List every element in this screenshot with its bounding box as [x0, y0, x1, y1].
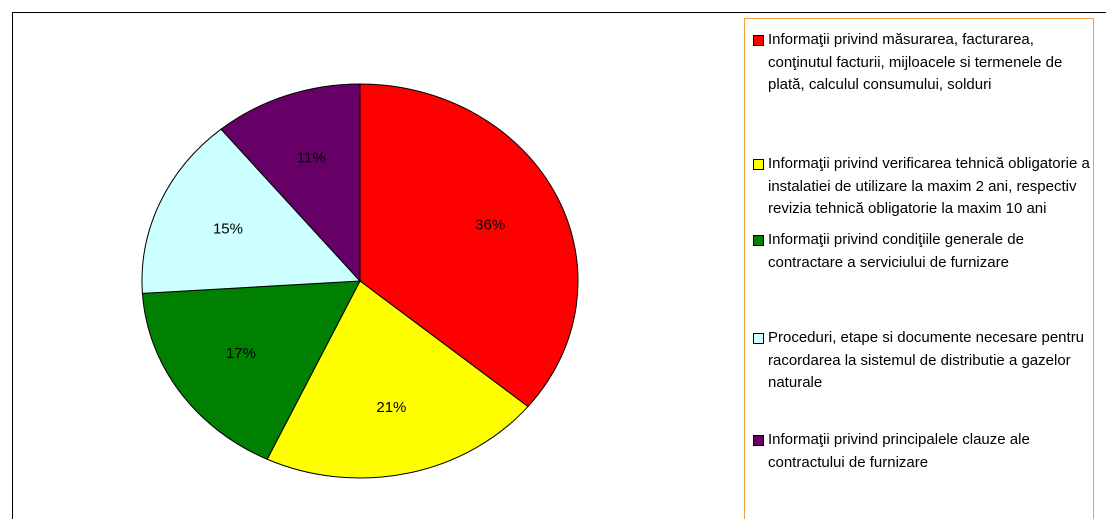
pie-slice: [220, 83, 361, 283]
legend-swatch: [753, 333, 764, 344]
pie-slice: [266, 280, 529, 479]
data-label: 36%: [475, 217, 505, 234]
pie-slice: [141, 280, 361, 460]
data-label: 17%: [226, 345, 256, 362]
legend-item: Informaţii privind condiţiile generale d…: [753, 229, 1091, 274]
legend-item: Informaţii privind măsurarea, facturarea…: [753, 29, 1091, 97]
data-label: 11%: [297, 150, 326, 167]
data-label: 21%: [376, 399, 406, 416]
legend-label: Informaţii privind măsurarea, facturarea…: [768, 31, 1063, 93]
legend-swatch: [753, 435, 764, 446]
legend-item: Informaţii privind principalele clauze a…: [753, 429, 1091, 474]
legend-label: Proceduri, etape si documente necesare p…: [768, 329, 1085, 391]
pie-slice: [359, 83, 579, 408]
legend-swatch: [753, 35, 764, 46]
legend-label: Informaţii privind principalele clauze a…: [768, 431, 1030, 471]
legend-item: Informaţii privind verificarea tehnică o…: [753, 153, 1091, 221]
legend-label: Informaţii privind verificarea tehnică o…: [768, 155, 1090, 217]
legend-item: Proceduri, etape si documente necesare p…: [753, 327, 1091, 395]
pie-slice: [141, 128, 362, 294]
legend-label: Informaţii privind condiţiile generale d…: [768, 231, 1024, 271]
legend-swatch: [753, 159, 764, 170]
data-label: 15%: [213, 220, 243, 237]
chart-border: [12, 12, 1106, 519]
legend: Informaţii privind măsurarea, facturarea…: [744, 18, 1094, 519]
legend-swatch: [753, 235, 764, 246]
